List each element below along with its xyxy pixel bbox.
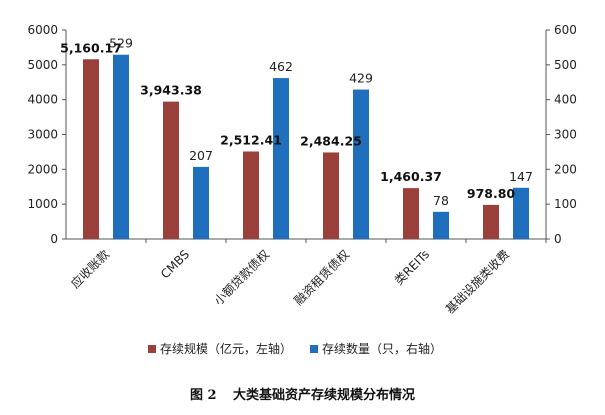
y-right-tick-label: 500 [554,58,577,72]
figure-title: 大类基础资产存续规模分布情况 [233,388,416,403]
y-right-tick-label: 100 [554,197,577,211]
y-left-tick-label: 3000 [27,128,58,142]
bar-scale [163,101,179,239]
y-left-tick-label: 5000 [27,58,58,72]
y-left-tick-label: 2000 [27,162,58,176]
data-label-count: 147 [509,169,533,184]
y-right-tick-label: 400 [554,93,577,107]
data-label-scale: 2,512.41 [220,132,282,147]
bar-scale [243,151,259,239]
y-left-tick-label: 6000 [27,23,58,37]
legend-label-count: 存续数量（只，右轴） [322,341,442,356]
y-left-tick-label: 4000 [27,93,58,107]
x-category-label: 融资租赁债权 [291,247,352,308]
bar-chart: 0 1000 2000 3000 4000 5000 6000 0 100 200 300 400 50… [27,23,577,356]
bar-count [433,211,449,239]
x-category-label: 小额贷款债权 [211,247,272,308]
data-label-count: 207 [189,148,213,163]
data-label-scale: 1,460.37 [380,169,442,184]
bar-scale [483,204,499,239]
bar-count [353,89,369,239]
data-label-count: 529 [109,36,133,51]
x-category-label: 应收账款 [68,247,113,292]
y-right-tick-label: 300 [554,128,577,142]
legend-swatch-scale [148,345,156,353]
x-category-label: CMBS [158,247,192,281]
x-category-label: 基础设施类收费 [443,247,512,316]
y-right-tick-label: 0 [554,232,562,246]
data-label-scale: 978.80 [467,186,516,201]
data-label-count: 429 [349,71,373,86]
bar-scale [323,152,339,239]
data-label-count: 78 [433,193,449,208]
bar-count [273,78,289,239]
bar-scale [83,59,99,240]
figure-number: 图 2 [189,388,217,403]
legend-swatch-count [310,345,318,353]
bar-count [193,166,209,239]
y-right-tick-label: 600 [554,23,577,37]
y-right-tick-label: 200 [554,162,577,176]
data-label-scale: 2,484.25 [300,133,362,148]
bar-count [513,187,529,239]
legend-label-scale: 存续规模（亿元，左轴） [160,341,292,356]
data-label-scale: 5,160.17 [60,40,122,55]
bar-scale [403,188,419,239]
figure-caption: 图 2 大类基础资产存续规模分布情况 [0,384,605,403]
y-left-tick-label: 0 [50,232,58,246]
data-label-scale: 3,943.38 [140,83,202,98]
data-label-count: 462 [269,59,293,74]
bar-count [113,54,129,240]
y-left-tick-label: 1000 [27,197,58,211]
x-category-label: 类REITs [392,247,432,287]
